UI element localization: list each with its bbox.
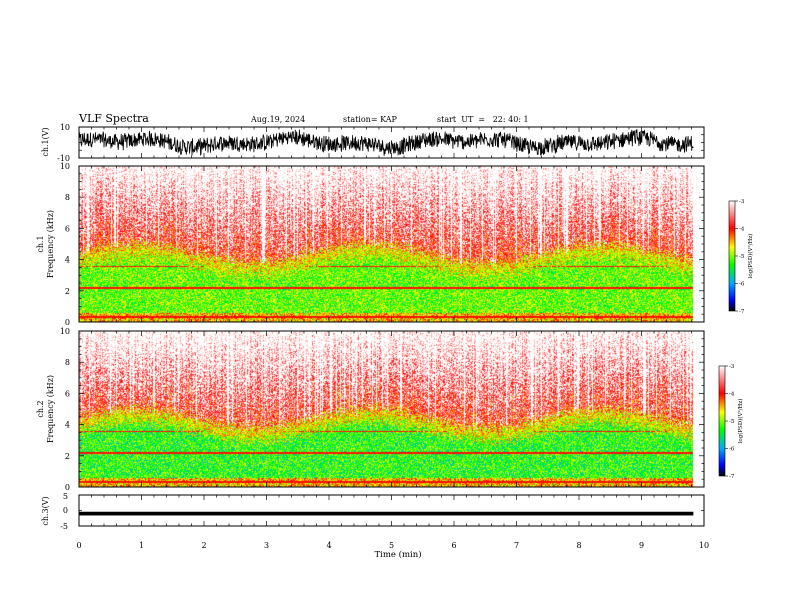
ch1-waveform-panel: ch.1(V) 10 -10	[41, 123, 705, 163]
ch3-ytick-zero: 0	[63, 506, 68, 515]
freq-tick-label: 4	[65, 256, 70, 265]
x-tick-label: 4	[326, 541, 331, 550]
colorbar-tick-label: -4	[739, 227, 745, 233]
ch3-waveform-trace	[79, 511, 694, 516]
x-tick-label: 5	[389, 541, 394, 550]
ch1-colorbar	[728, 200, 736, 312]
x-tick-label: 1	[139, 541, 144, 550]
x-tick-label: 10	[699, 541, 709, 550]
freq-tick-label: 10	[60, 162, 70, 171]
ch1-ytick-top: 10	[60, 123, 70, 132]
ch2-spectrogram-image	[79, 331, 694, 487]
ch1-spec-ylabel-channel: ch.1	[36, 235, 45, 252]
x-axis-label: Time (min)	[374, 549, 421, 560]
colorbar-tick-label: -3	[729, 364, 735, 370]
chart-title: VLF Spectra	[79, 112, 149, 125]
colorbar-tick-label: -4	[729, 392, 735, 398]
ch1-ytick-bottom: -10	[57, 154, 70, 163]
colorbar-tick-label: -5	[729, 419, 735, 425]
x-tick-label: 8	[576, 541, 581, 550]
station-label: station= KAP	[343, 115, 397, 124]
ch1-waveform-trace	[78, 128, 694, 156]
x-tick-label: 2	[201, 541, 206, 550]
freq-tick-label: 6	[65, 389, 70, 398]
ch1-spec-ylabel-frequency: Frequency (kHz)	[46, 210, 55, 278]
date-label: Aug.19, 2024	[251, 115, 306, 124]
ch3-ytick-top: 5	[63, 492, 68, 501]
ch1-waveform-ylabel: ch.1(V)	[41, 127, 50, 156]
ch1-colorbar-label: log(PSD)(V²/Hz)	[747, 234, 754, 279]
freq-tick-label: 0	[65, 318, 70, 327]
freq-tick-label: 10	[60, 327, 70, 336]
ch2-colorbar	[718, 365, 726, 477]
ch1-spectrogram-image	[79, 166, 694, 322]
ch2-spec-ylabel-channel: ch.2	[36, 400, 45, 417]
freq-tick-label: 0	[65, 483, 70, 492]
start-ut-label: start UT = 22: 40: 1	[437, 115, 529, 124]
x-tick-label: 6	[451, 541, 456, 550]
freq-tick-label: 8	[65, 358, 70, 367]
x-tick-label: 7	[514, 541, 519, 550]
x-tick-label: 9	[639, 541, 644, 550]
ch3-waveform-ylabel: ch.3(V)	[41, 496, 50, 525]
freq-tick-label: 4	[65, 421, 70, 430]
colorbar-tick-label: -7	[729, 474, 735, 480]
ch3-waveform-panel: ch.3(V) 5 0 -5	[41, 492, 705, 531]
freq-tick-label: 2	[65, 452, 70, 461]
freq-tick-label: 8	[65, 193, 70, 202]
colorbar-tick-label: -5	[739, 254, 745, 260]
x-tick-label: 0	[76, 541, 81, 550]
x-tick-label: 3	[264, 541, 269, 550]
colorbar-tick-label: -6	[729, 447, 735, 453]
freq-tick-label: 6	[65, 224, 70, 233]
ch2-colorbar-label: log(PSD)(V²/Hz)	[737, 399, 744, 444]
colorbar-tick-label: -7	[739, 309, 745, 315]
x-axis: 0 1 2 3 4 5 6 7 8 9 10	[76, 541, 709, 550]
ch3-ytick-bottom: -5	[60, 522, 68, 531]
ch2-spec-ylabel-frequency: Frequency (kHz)	[46, 375, 55, 443]
colorbar-tick-label: -3	[739, 199, 745, 205]
freq-tick-label: 2	[65, 287, 70, 296]
colorbar-tick-label: -6	[739, 282, 745, 288]
